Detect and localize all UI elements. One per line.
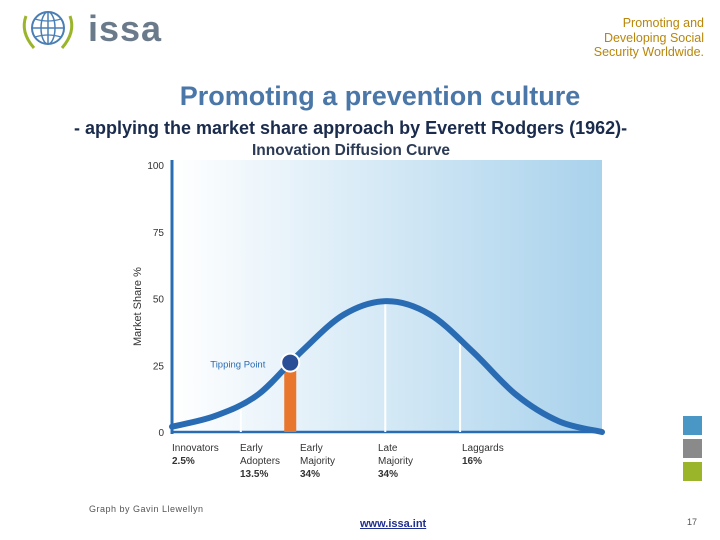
- y-tick-label: 50: [153, 295, 165, 306]
- innovation-diffusion-chart: Innovation Diffusion Curve Market Share …: [132, 142, 605, 480]
- segment-share: 34%: [378, 469, 398, 480]
- tagline-line: Promoting and: [622, 16, 704, 30]
- segment-share: 16%: [462, 456, 482, 467]
- chart-title: Innovation Diffusion Curve: [252, 142, 450, 159]
- slide-title: Promoting a prevention culture: [179, 81, 581, 111]
- tipping-point-bar: [284, 362, 297, 432]
- y-tick-label: 100: [147, 161, 164, 172]
- tagline-line: Security Worldwide.: [593, 45, 704, 59]
- issa-logo: [22, 11, 74, 49]
- segment-share: 2.5%: [172, 456, 195, 467]
- color-swatch-green: [683, 462, 702, 481]
- segment-labels: Innovators 2.5% Early Adopters 13.5% Early Maj…: [172, 443, 504, 480]
- segment-label: Majority: [300, 456, 335, 467]
- y-axis-label: Market Share %: [132, 267, 144, 346]
- segment-share: 13.5%: [240, 469, 268, 480]
- page-number: 17: [687, 517, 698, 527]
- y-tick-label: 75: [153, 228, 165, 239]
- segment-label: Early: [240, 443, 263, 454]
- segment-label: Adopters: [240, 456, 280, 467]
- segment-label: Early: [300, 443, 323, 454]
- slide-subtitle: - applying the market share approach by …: [74, 118, 628, 138]
- y-tick-label: 25: [153, 361, 165, 372]
- segment-label: Late: [378, 443, 398, 454]
- y-ticks: 0 25 50 75 100: [147, 161, 164, 439]
- tagline-line: Developing Social: [603, 30, 704, 45]
- globe-emblem-icon: [22, 11, 74, 49]
- segment-label: Majority: [378, 456, 413, 467]
- diffusion-curve: [169, 298, 605, 435]
- y-tick-label: 0: [158, 428, 164, 439]
- logo-text: issa: [88, 8, 163, 49]
- plot-background: [172, 160, 602, 432]
- issa-website-link[interactable]: www.issa.int: [360, 518, 427, 530]
- graph-credit: Graph by Gavin Llewellyn: [89, 504, 204, 514]
- color-swatch-blue: [683, 416, 702, 435]
- tipping-point-marker: [280, 352, 301, 373]
- tagline: Promoting and Developing Social Security…: [594, 16, 704, 60]
- segment-share: 34%: [300, 469, 320, 480]
- color-swatch-gray: [683, 439, 702, 458]
- segment-label: Laggards: [462, 443, 504, 454]
- tipping-point-label: Tipping Point: [210, 360, 265, 371]
- segment-label: Innovators: [172, 443, 219, 454]
